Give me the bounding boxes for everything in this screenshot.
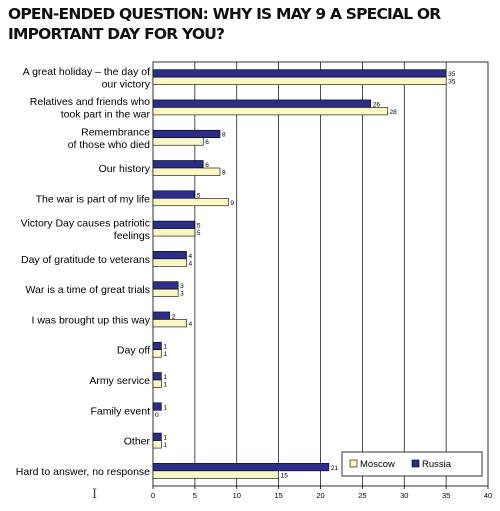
x-tick-label: 5 — [193, 491, 197, 500]
data-label-moscow: 4 — [189, 260, 193, 267]
bar-russia — [152, 190, 196, 199]
x-tick-label: 40 — [484, 491, 492, 500]
bar-russia — [152, 402, 162, 411]
bar-moscow — [152, 319, 187, 328]
bar-moscow — [152, 440, 162, 449]
bar-moscow — [152, 137, 204, 146]
category-label: Day off — [117, 345, 150, 357]
category-label: of those who died — [68, 139, 150, 151]
data-label-russia: 21 — [331, 465, 339, 472]
data-label-moscow: 35 — [448, 79, 456, 86]
bar-moscow — [152, 470, 279, 479]
bar-moscow — [152, 349, 162, 358]
bar-russia — [152, 372, 162, 381]
bar-moscow — [152, 258, 187, 267]
data-label-moscow: 28 — [390, 109, 398, 116]
bar-moscow — [152, 167, 221, 176]
bar-russia — [152, 432, 162, 441]
data-label-russia: 35 — [448, 71, 456, 78]
x-tick-label: 20 — [316, 491, 324, 500]
bar-moscow — [152, 76, 447, 85]
bar-moscow — [152, 107, 388, 116]
category-label: Victory Day causes patriotic — [21, 217, 150, 229]
category-label: Relatives and friends who — [30, 96, 150, 108]
x-tick-label: 30 — [400, 491, 408, 500]
bar-russia — [152, 311, 171, 320]
bar-moscow — [152, 379, 162, 388]
data-label-russia: 1 — [163, 435, 167, 442]
data-label-russia: 1 — [163, 374, 167, 381]
legend-label-russia: Russia — [422, 459, 452, 470]
legend-swatch-russia — [411, 459, 420, 468]
category-label: feelings — [114, 230, 150, 242]
category-label: Army service — [89, 375, 150, 387]
bar-russia — [152, 251, 187, 260]
chart-title: OPEN-ENDED QUESTION: WHY IS MAY 9 A SPEC… — [8, 5, 441, 43]
category-label: Remembrance — [81, 126, 150, 138]
data-label-moscow: 3 — [180, 291, 184, 298]
legend-swatch-moscow — [349, 459, 358, 468]
category-label: our victory — [102, 78, 151, 90]
bar-moscow — [152, 288, 179, 297]
category-label: I was brought up this way — [32, 314, 151, 326]
category-label: Hard to answer, no response — [16, 466, 150, 478]
data-label-russia: 1 — [163, 344, 167, 351]
data-label-russia: 26 — [373, 101, 381, 108]
bar-russia — [152, 129, 221, 139]
data-label-moscow: 0 — [155, 412, 159, 419]
x-tick-label: 15 — [274, 491, 282, 500]
category-label: The war is part of my life — [36, 193, 151, 205]
category-label: took part in the war — [61, 109, 151, 121]
bar-russia — [152, 281, 179, 290]
category-label: A great holiday – the day of — [23, 66, 150, 78]
x-tick-label: 10 — [233, 491, 241, 500]
bar-russia — [152, 69, 447, 78]
data-label-moscow: 8 — [222, 170, 226, 177]
bar-russia — [152, 463, 330, 472]
data-label-moscow: 1 — [163, 382, 167, 389]
data-label-russia: 5 — [197, 192, 201, 199]
bar-russia — [152, 99, 372, 108]
category-label: Family event — [90, 405, 150, 417]
x-tick-label: 25 — [358, 491, 366, 500]
data-label-moscow: 4 — [189, 321, 193, 328]
data-label-moscow: 6 — [205, 139, 209, 146]
x-tick-label: 0 — [151, 491, 155, 500]
data-label-moscow: 15 — [281, 472, 289, 479]
category-label: Day of gratitude to veterans — [21, 254, 150, 266]
bar-moscow — [152, 197, 229, 207]
data-label-moscow: 1 — [163, 442, 167, 449]
text-cursor-icon: I — [92, 487, 98, 502]
legend-label-moscow: Moscow — [360, 459, 395, 470]
bar-russia — [152, 160, 204, 169]
data-label-russia: 8 — [222, 132, 226, 139]
x-tick-label: 35 — [442, 491, 450, 500]
data-label-russia: 5 — [197, 223, 201, 230]
data-label-moscow: 9 — [230, 200, 234, 207]
data-label-moscow: 5 — [197, 230, 201, 237]
data-label-russia: 2 — [172, 313, 176, 320]
bar-moscow — [152, 228, 196, 237]
data-label-moscow: 1 — [163, 351, 167, 358]
data-label-russia: 6 — [205, 162, 209, 169]
data-label-russia: 1 — [163, 404, 167, 411]
data-label-russia: 3 — [180, 283, 184, 290]
bar-russia — [152, 341, 162, 351]
data-label-russia: 4 — [189, 253, 193, 260]
bar-russia — [152, 220, 196, 229]
category-label: War is a time of great trials — [26, 284, 150, 296]
category-label: Other — [124, 436, 151, 448]
category-label: Our history — [99, 163, 151, 175]
